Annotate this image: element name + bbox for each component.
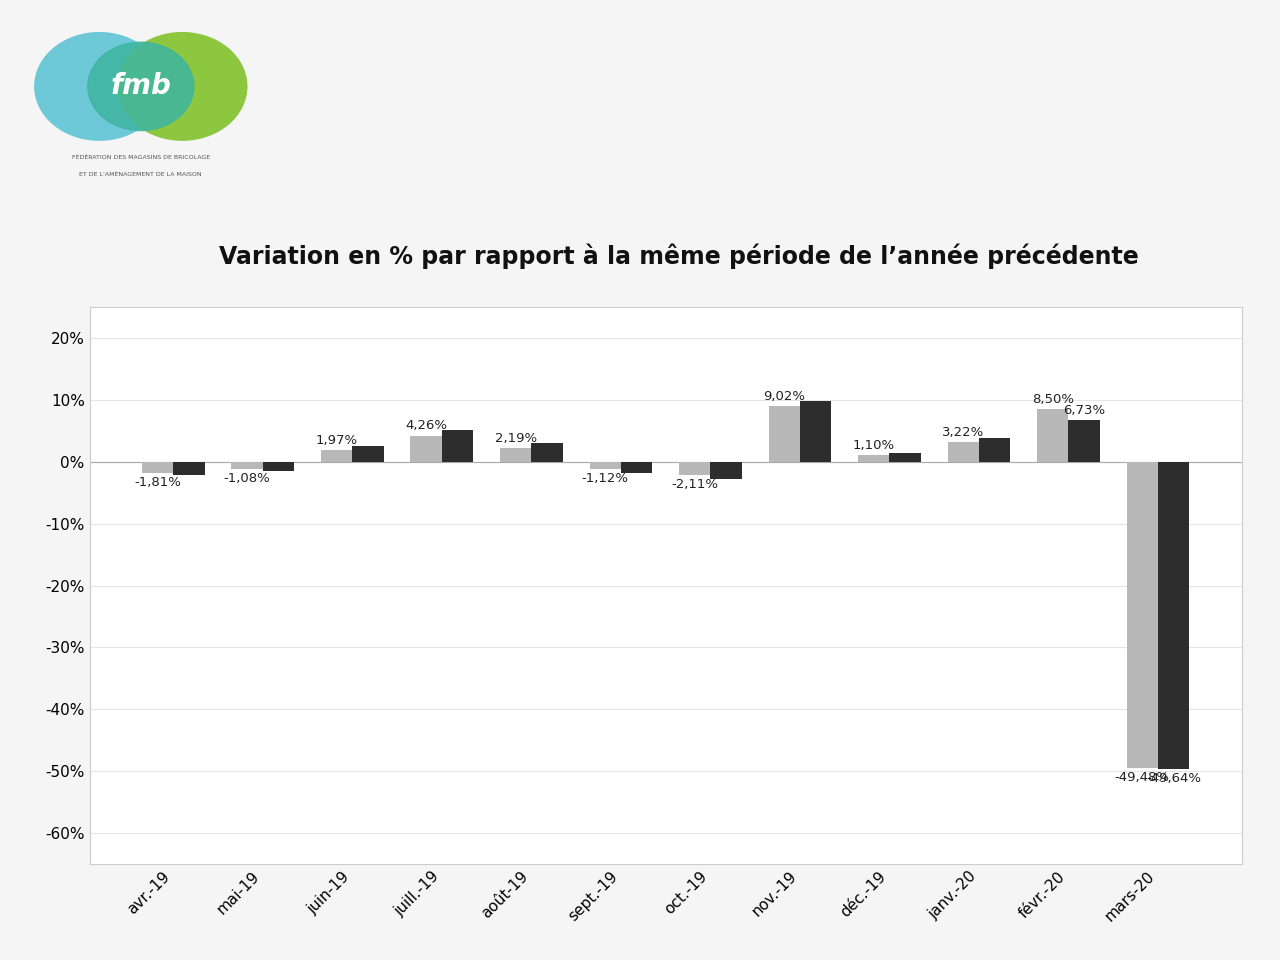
Bar <box>142 462 173 473</box>
Circle shape <box>88 42 193 131</box>
Text: 2,19%: 2,19% <box>494 432 536 445</box>
Bar <box>262 462 294 471</box>
Text: 9,02%: 9,02% <box>763 390 805 403</box>
Bar <box>321 449 352 462</box>
Bar <box>1037 409 1069 462</box>
Bar <box>590 462 621 468</box>
Bar <box>858 455 890 462</box>
Text: 4,26%: 4,26% <box>406 420 447 432</box>
Bar <box>678 462 710 475</box>
Text: -49,64%: -49,64% <box>1146 772 1201 785</box>
Circle shape <box>35 33 164 140</box>
Circle shape <box>118 33 247 140</box>
Text: -1,81%: -1,81% <box>134 476 180 490</box>
Bar <box>173 462 205 475</box>
Text: FÉDÉRATION DES MAGASINS DE BRICOLAGE: FÉDÉRATION DES MAGASINS DE BRICOLAGE <box>72 155 210 160</box>
Text: 1,97%: 1,97% <box>316 434 357 446</box>
Bar <box>1126 462 1158 768</box>
Bar <box>768 406 800 462</box>
Bar <box>890 452 920 462</box>
Text: ET DE L'AMÉNAGEMENT DE LA MAISON: ET DE L'AMÉNAGEMENT DE LA MAISON <box>79 172 202 178</box>
Text: Variation en % par rapport à la même période de l’année précédente: Variation en % par rapport à la même pér… <box>219 243 1138 269</box>
Text: fmb: fmb <box>110 72 172 101</box>
Text: 3,22%: 3,22% <box>942 426 984 439</box>
Bar <box>232 462 262 468</box>
Bar <box>947 442 979 462</box>
Bar <box>500 448 531 462</box>
Bar <box>531 443 563 462</box>
Bar <box>621 462 653 473</box>
Bar <box>979 439 1010 462</box>
Text: -1,08%: -1,08% <box>224 471 270 485</box>
Bar <box>710 462 741 479</box>
Text: -49,48%: -49,48% <box>1115 771 1170 784</box>
Text: -2,11%: -2,11% <box>671 478 718 491</box>
Bar <box>800 401 831 462</box>
Bar <box>1069 420 1100 462</box>
Bar <box>352 446 384 462</box>
Text: -1,12%: -1,12% <box>581 472 628 485</box>
Bar <box>411 436 442 462</box>
Text: 8,50%: 8,50% <box>1032 394 1074 406</box>
Bar <box>1158 462 1189 769</box>
Text: 6,73%: 6,73% <box>1062 404 1105 418</box>
Bar <box>442 430 474 462</box>
Text: 1,10%: 1,10% <box>852 439 895 452</box>
